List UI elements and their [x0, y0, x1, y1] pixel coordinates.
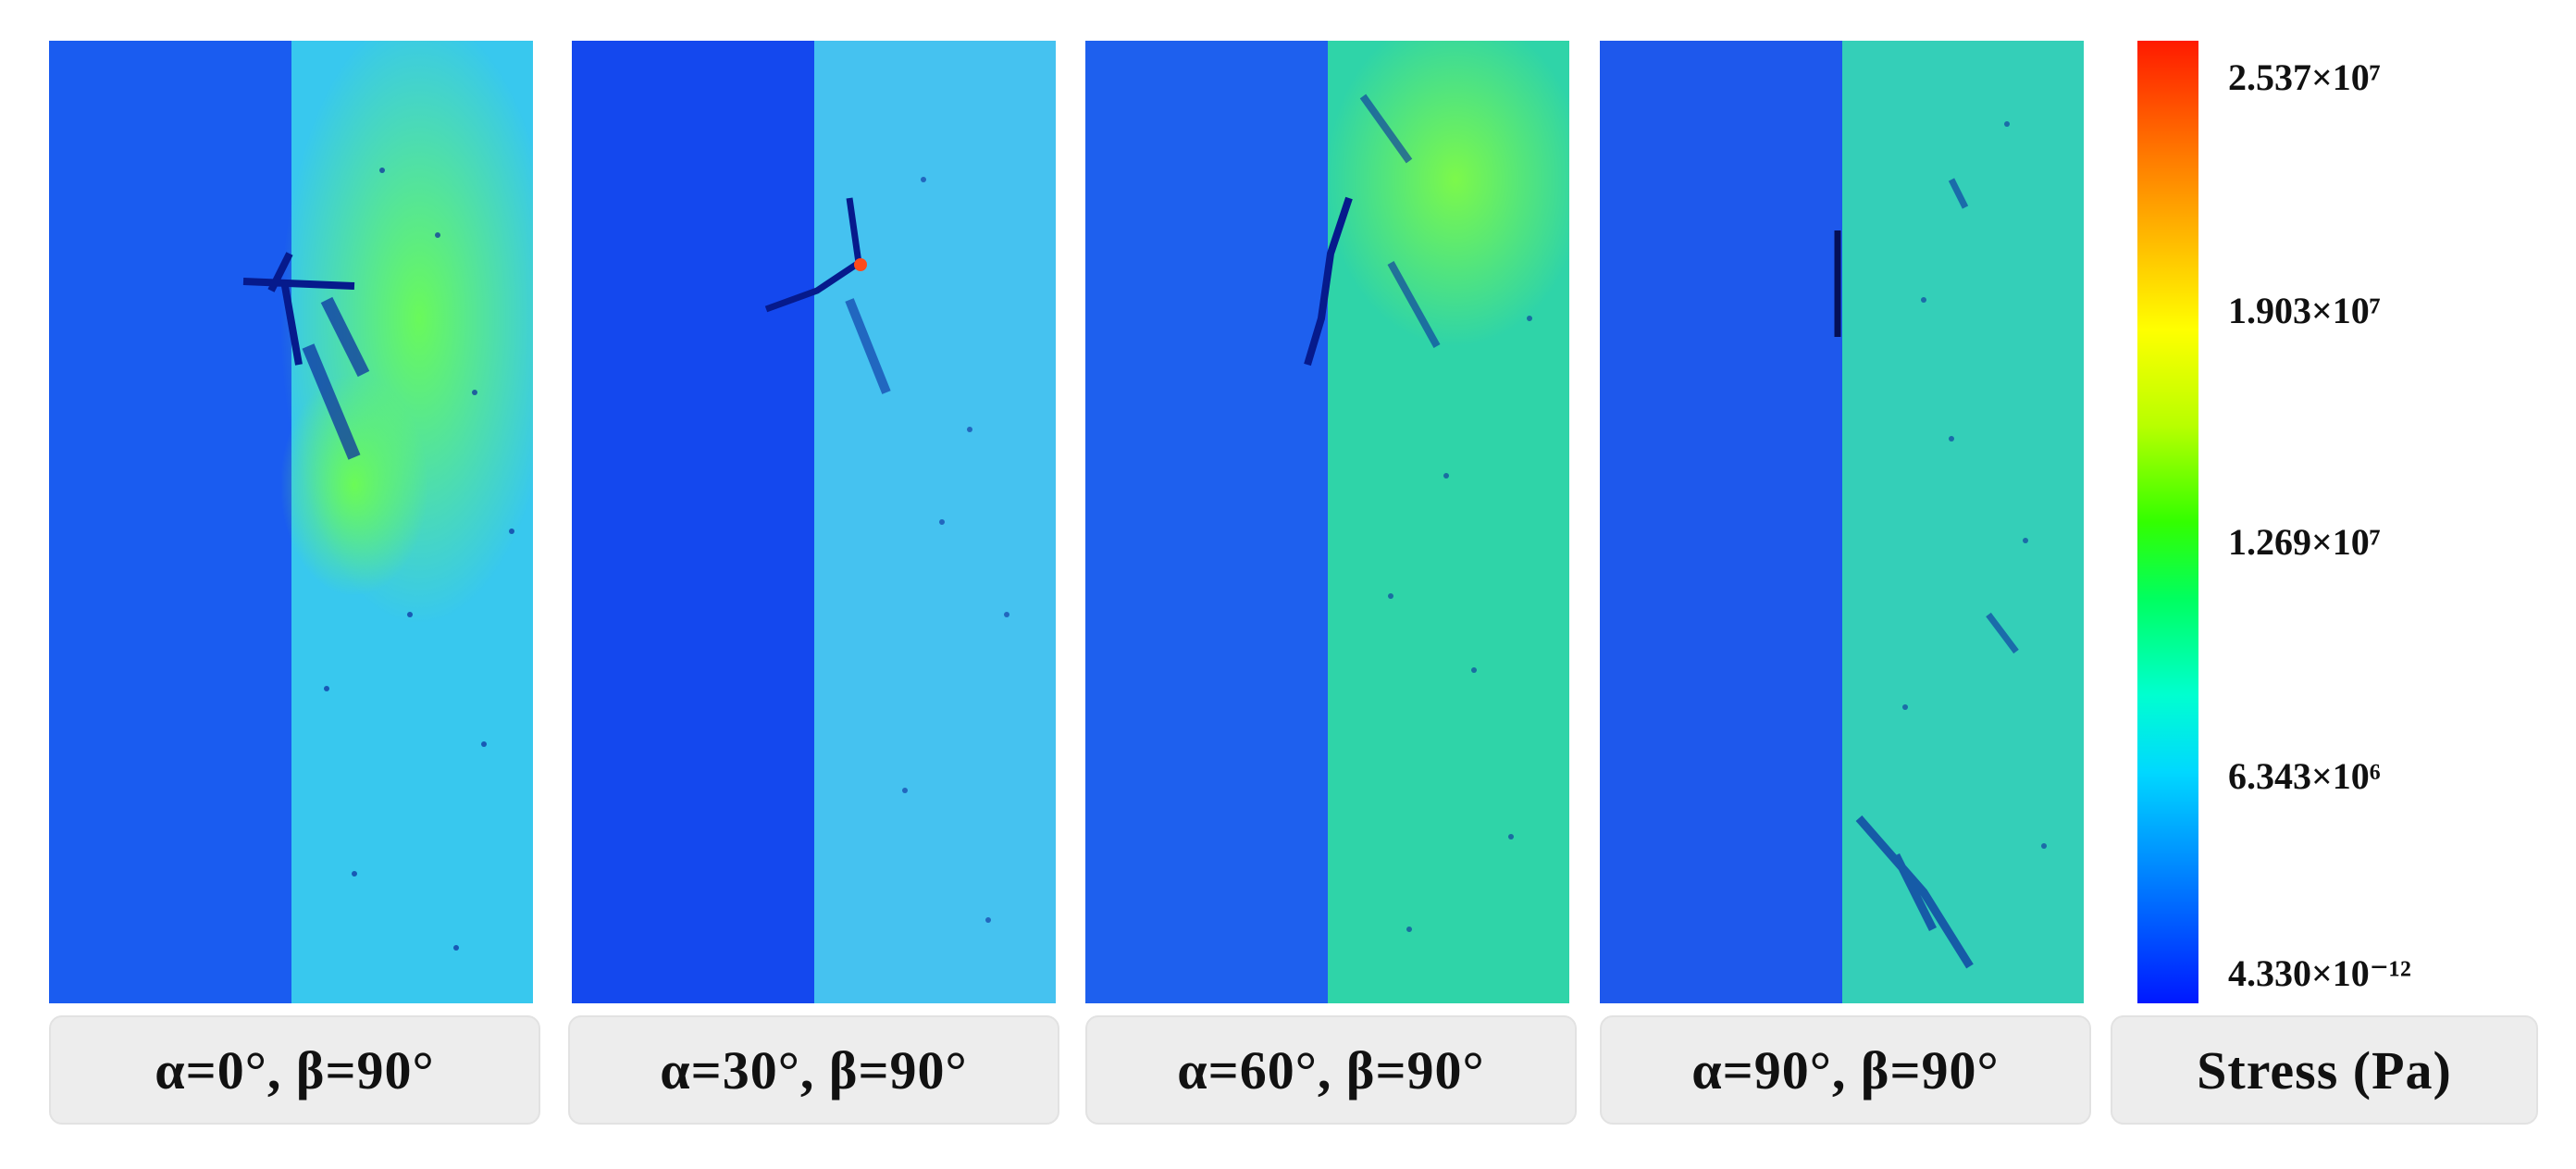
panel-caption-4: α=90°, β=90° — [1600, 1015, 2091, 1125]
colorbar-title: Stress (Pa) — [2111, 1015, 2538, 1125]
colorbar-tick-1: 2.537×10⁷ — [2228, 56, 2381, 98]
stress-map-left-region — [1085, 41, 1328, 1003]
stress-map-panel-3 — [1085, 41, 1569, 1003]
panel-caption-1: α=0°, β=90° — [49, 1015, 540, 1125]
stress-map-panel-2 — [572, 41, 1056, 1003]
stress-map-texture — [1834, 121, 2047, 969]
colorbar-tick-2: 1.903×10⁷ — [2228, 290, 2381, 331]
panel-caption-2: α=30°, β=90° — [568, 1015, 1059, 1125]
colorbar-tick-3: 1.269×10⁷ — [2228, 521, 2381, 563]
stress-map-left-region — [49, 41, 291, 1003]
panel-caption-3: α=60°, β=90° — [1085, 1015, 1577, 1125]
stress-map-texture — [242, 41, 533, 951]
stress-map-right-region — [813, 41, 1056, 1003]
stress-map-panel-4 — [1600, 41, 2084, 1003]
stress-map-texture — [1304, 41, 1569, 932]
stress-map-left-region — [572, 41, 814, 1003]
stress-map-panel-1 — [49, 41, 533, 1003]
colorbar-tick-5: 4.330×10⁻¹² — [2228, 952, 2411, 994]
stress-map-texture — [764, 177, 1009, 923]
stress-colorbar — [2137, 41, 2198, 1003]
colorbar-tick-4: 6.343×10⁶ — [2228, 755, 2381, 797]
stress-map-left-region — [1600, 41, 1842, 1003]
